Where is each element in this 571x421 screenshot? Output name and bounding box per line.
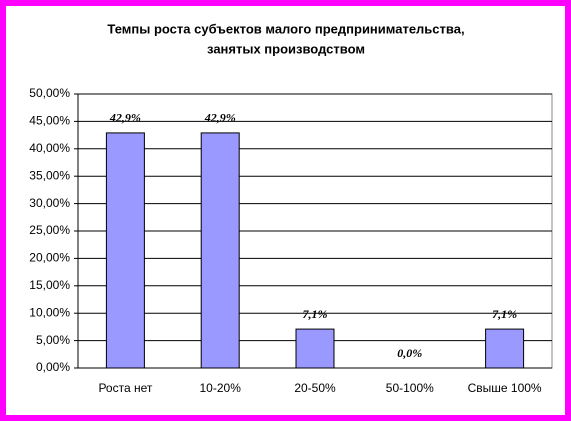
value-label: 42,9%	[204, 111, 236, 125]
bar	[105, 132, 145, 369]
chart-title: занятых производством	[207, 41, 365, 56]
value-label: 0,0%	[397, 346, 422, 360]
y-tick-label: 50,00%	[29, 86, 70, 100]
bar	[295, 328, 335, 369]
x-tick-label: Свыше 100%	[468, 381, 542, 395]
chart-title: Темпы роста субъектов малого предпринима…	[107, 21, 464, 36]
x-tick-label: 50-100%	[386, 381, 434, 395]
y-tick-label: 5,00%	[36, 333, 70, 347]
value-label: 7,1%	[492, 307, 517, 321]
y-tick-label: 35,00%	[29, 168, 70, 182]
value-label: 42,9%	[109, 111, 141, 125]
x-tick-label: Роста нет	[98, 381, 152, 395]
y-tick-label: 40,00%	[29, 141, 70, 155]
y-tick-label: 25,00%	[29, 223, 70, 237]
y-tick-label: 20,00%	[29, 251, 70, 265]
y-tick-label: 0,00%	[36, 360, 70, 374]
value-label: 7,1%	[303, 307, 328, 321]
x-tick-label: 10-20%	[200, 381, 242, 395]
y-tick-label: 30,00%	[29, 196, 70, 210]
y-tick-label: 15,00%	[29, 278, 70, 292]
y-tick-label: 45,00%	[29, 114, 70, 128]
bar	[200, 132, 240, 369]
y-tick-label: 10,00%	[29, 305, 70, 319]
x-tick-label: 20-50%	[294, 381, 336, 395]
bar	[485, 328, 525, 369]
